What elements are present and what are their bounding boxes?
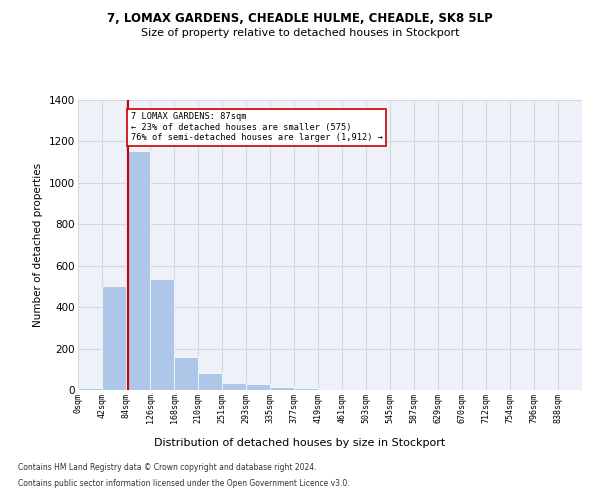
Y-axis label: Number of detached properties: Number of detached properties xyxy=(34,163,43,327)
Bar xyxy=(270,387,294,390)
Text: 7, LOMAX GARDENS, CHEADLE HULME, CHEADLE, SK8 5LP: 7, LOMAX GARDENS, CHEADLE HULME, CHEADLE… xyxy=(107,12,493,26)
Text: Contains public sector information licensed under the Open Government Licence v3: Contains public sector information licen… xyxy=(18,478,350,488)
Text: 7 LOMAX GARDENS: 87sqm
← 23% of detached houses are smaller (575)
76% of semi-de: 7 LOMAX GARDENS: 87sqm ← 23% of detached… xyxy=(131,112,383,142)
Bar xyxy=(294,388,318,390)
Bar xyxy=(198,374,223,390)
Bar xyxy=(246,384,270,390)
Text: Contains HM Land Registry data © Crown copyright and database right 2024.: Contains HM Land Registry data © Crown c… xyxy=(18,464,317,472)
Bar xyxy=(222,383,246,390)
Text: Distribution of detached houses by size in Stockport: Distribution of detached houses by size … xyxy=(154,438,446,448)
Text: Size of property relative to detached houses in Stockport: Size of property relative to detached ho… xyxy=(141,28,459,38)
Bar xyxy=(150,278,174,390)
Bar xyxy=(78,388,102,390)
Bar xyxy=(318,389,342,390)
Bar xyxy=(126,151,150,390)
Bar xyxy=(102,286,126,390)
Bar xyxy=(174,357,198,390)
